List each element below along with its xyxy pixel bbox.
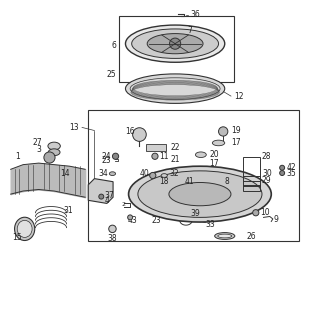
Ellipse shape	[48, 149, 60, 156]
Text: 22: 22	[171, 143, 180, 152]
Ellipse shape	[17, 220, 32, 237]
Text: 31: 31	[64, 206, 73, 215]
Circle shape	[99, 194, 104, 199]
Circle shape	[150, 172, 156, 179]
Circle shape	[280, 171, 285, 175]
Text: 2: 2	[122, 202, 126, 207]
Circle shape	[152, 153, 158, 159]
Bar	[119, 16, 234, 83]
Text: 29: 29	[262, 176, 272, 185]
Ellipse shape	[109, 172, 115, 175]
Circle shape	[170, 38, 181, 49]
Bar	[244, 176, 260, 186]
Ellipse shape	[195, 152, 206, 157]
Text: 41: 41	[184, 177, 194, 186]
Circle shape	[280, 165, 285, 170]
Text: 24: 24	[102, 152, 111, 161]
Text: 38: 38	[108, 235, 117, 244]
Text: 28: 28	[262, 152, 271, 161]
Text: 20: 20	[209, 150, 219, 159]
Text: 33: 33	[206, 220, 215, 229]
Text: 39: 39	[191, 209, 200, 218]
Text: 11: 11	[160, 152, 169, 161]
Text: 14: 14	[60, 169, 70, 178]
Text: 26: 26	[246, 231, 256, 241]
Text: 17: 17	[209, 159, 219, 168]
Text: 27: 27	[32, 138, 42, 147]
Text: 32: 32	[169, 170, 178, 179]
Bar	[244, 185, 260, 191]
Ellipse shape	[138, 171, 262, 217]
Polygon shape	[88, 179, 113, 204]
Text: 18: 18	[160, 177, 169, 186]
Text: 3: 3	[37, 145, 42, 154]
Text: 4: 4	[105, 196, 110, 205]
Text: 17: 17	[231, 139, 241, 148]
Text: 43: 43	[128, 216, 138, 225]
Ellipse shape	[129, 166, 271, 222]
Circle shape	[133, 128, 146, 141]
Text: 30: 30	[262, 170, 272, 179]
Text: 23: 23	[102, 156, 111, 165]
Text: 6: 6	[111, 41, 116, 50]
Text: 42: 42	[286, 163, 296, 172]
Text: 16: 16	[125, 127, 135, 136]
Text: 9: 9	[274, 215, 279, 224]
Text: 19: 19	[231, 126, 241, 135]
Text: 35: 35	[286, 169, 296, 178]
Circle shape	[112, 153, 119, 159]
Text: 21: 21	[171, 155, 180, 164]
Circle shape	[109, 225, 116, 233]
Text: 34: 34	[99, 169, 108, 178]
Circle shape	[128, 215, 133, 220]
Ellipse shape	[126, 74, 225, 103]
Bar	[244, 157, 260, 181]
Ellipse shape	[215, 233, 235, 239]
Text: 8: 8	[225, 177, 229, 186]
Ellipse shape	[169, 182, 231, 206]
Text: 15: 15	[12, 233, 22, 242]
Text: 37: 37	[105, 191, 115, 200]
Ellipse shape	[161, 174, 167, 177]
Ellipse shape	[48, 142, 60, 150]
Ellipse shape	[126, 25, 225, 62]
Text: 23: 23	[152, 216, 162, 225]
Text: 25: 25	[106, 70, 116, 79]
Circle shape	[253, 210, 259, 216]
Text: 1: 1	[15, 152, 20, 161]
Text: 10: 10	[260, 208, 270, 217]
Ellipse shape	[132, 29, 218, 59]
Text: 40: 40	[140, 170, 150, 179]
Text: 36: 36	[191, 10, 200, 19]
Circle shape	[44, 152, 55, 163]
Ellipse shape	[147, 34, 203, 54]
Bar	[88, 110, 299, 241]
Text: 7: 7	[187, 27, 192, 36]
Ellipse shape	[15, 217, 35, 241]
Ellipse shape	[218, 234, 232, 238]
Text: 13: 13	[69, 123, 79, 132]
Bar	[146, 144, 166, 151]
Ellipse shape	[212, 140, 225, 146]
Text: 12: 12	[234, 92, 244, 100]
Circle shape	[218, 127, 228, 136]
